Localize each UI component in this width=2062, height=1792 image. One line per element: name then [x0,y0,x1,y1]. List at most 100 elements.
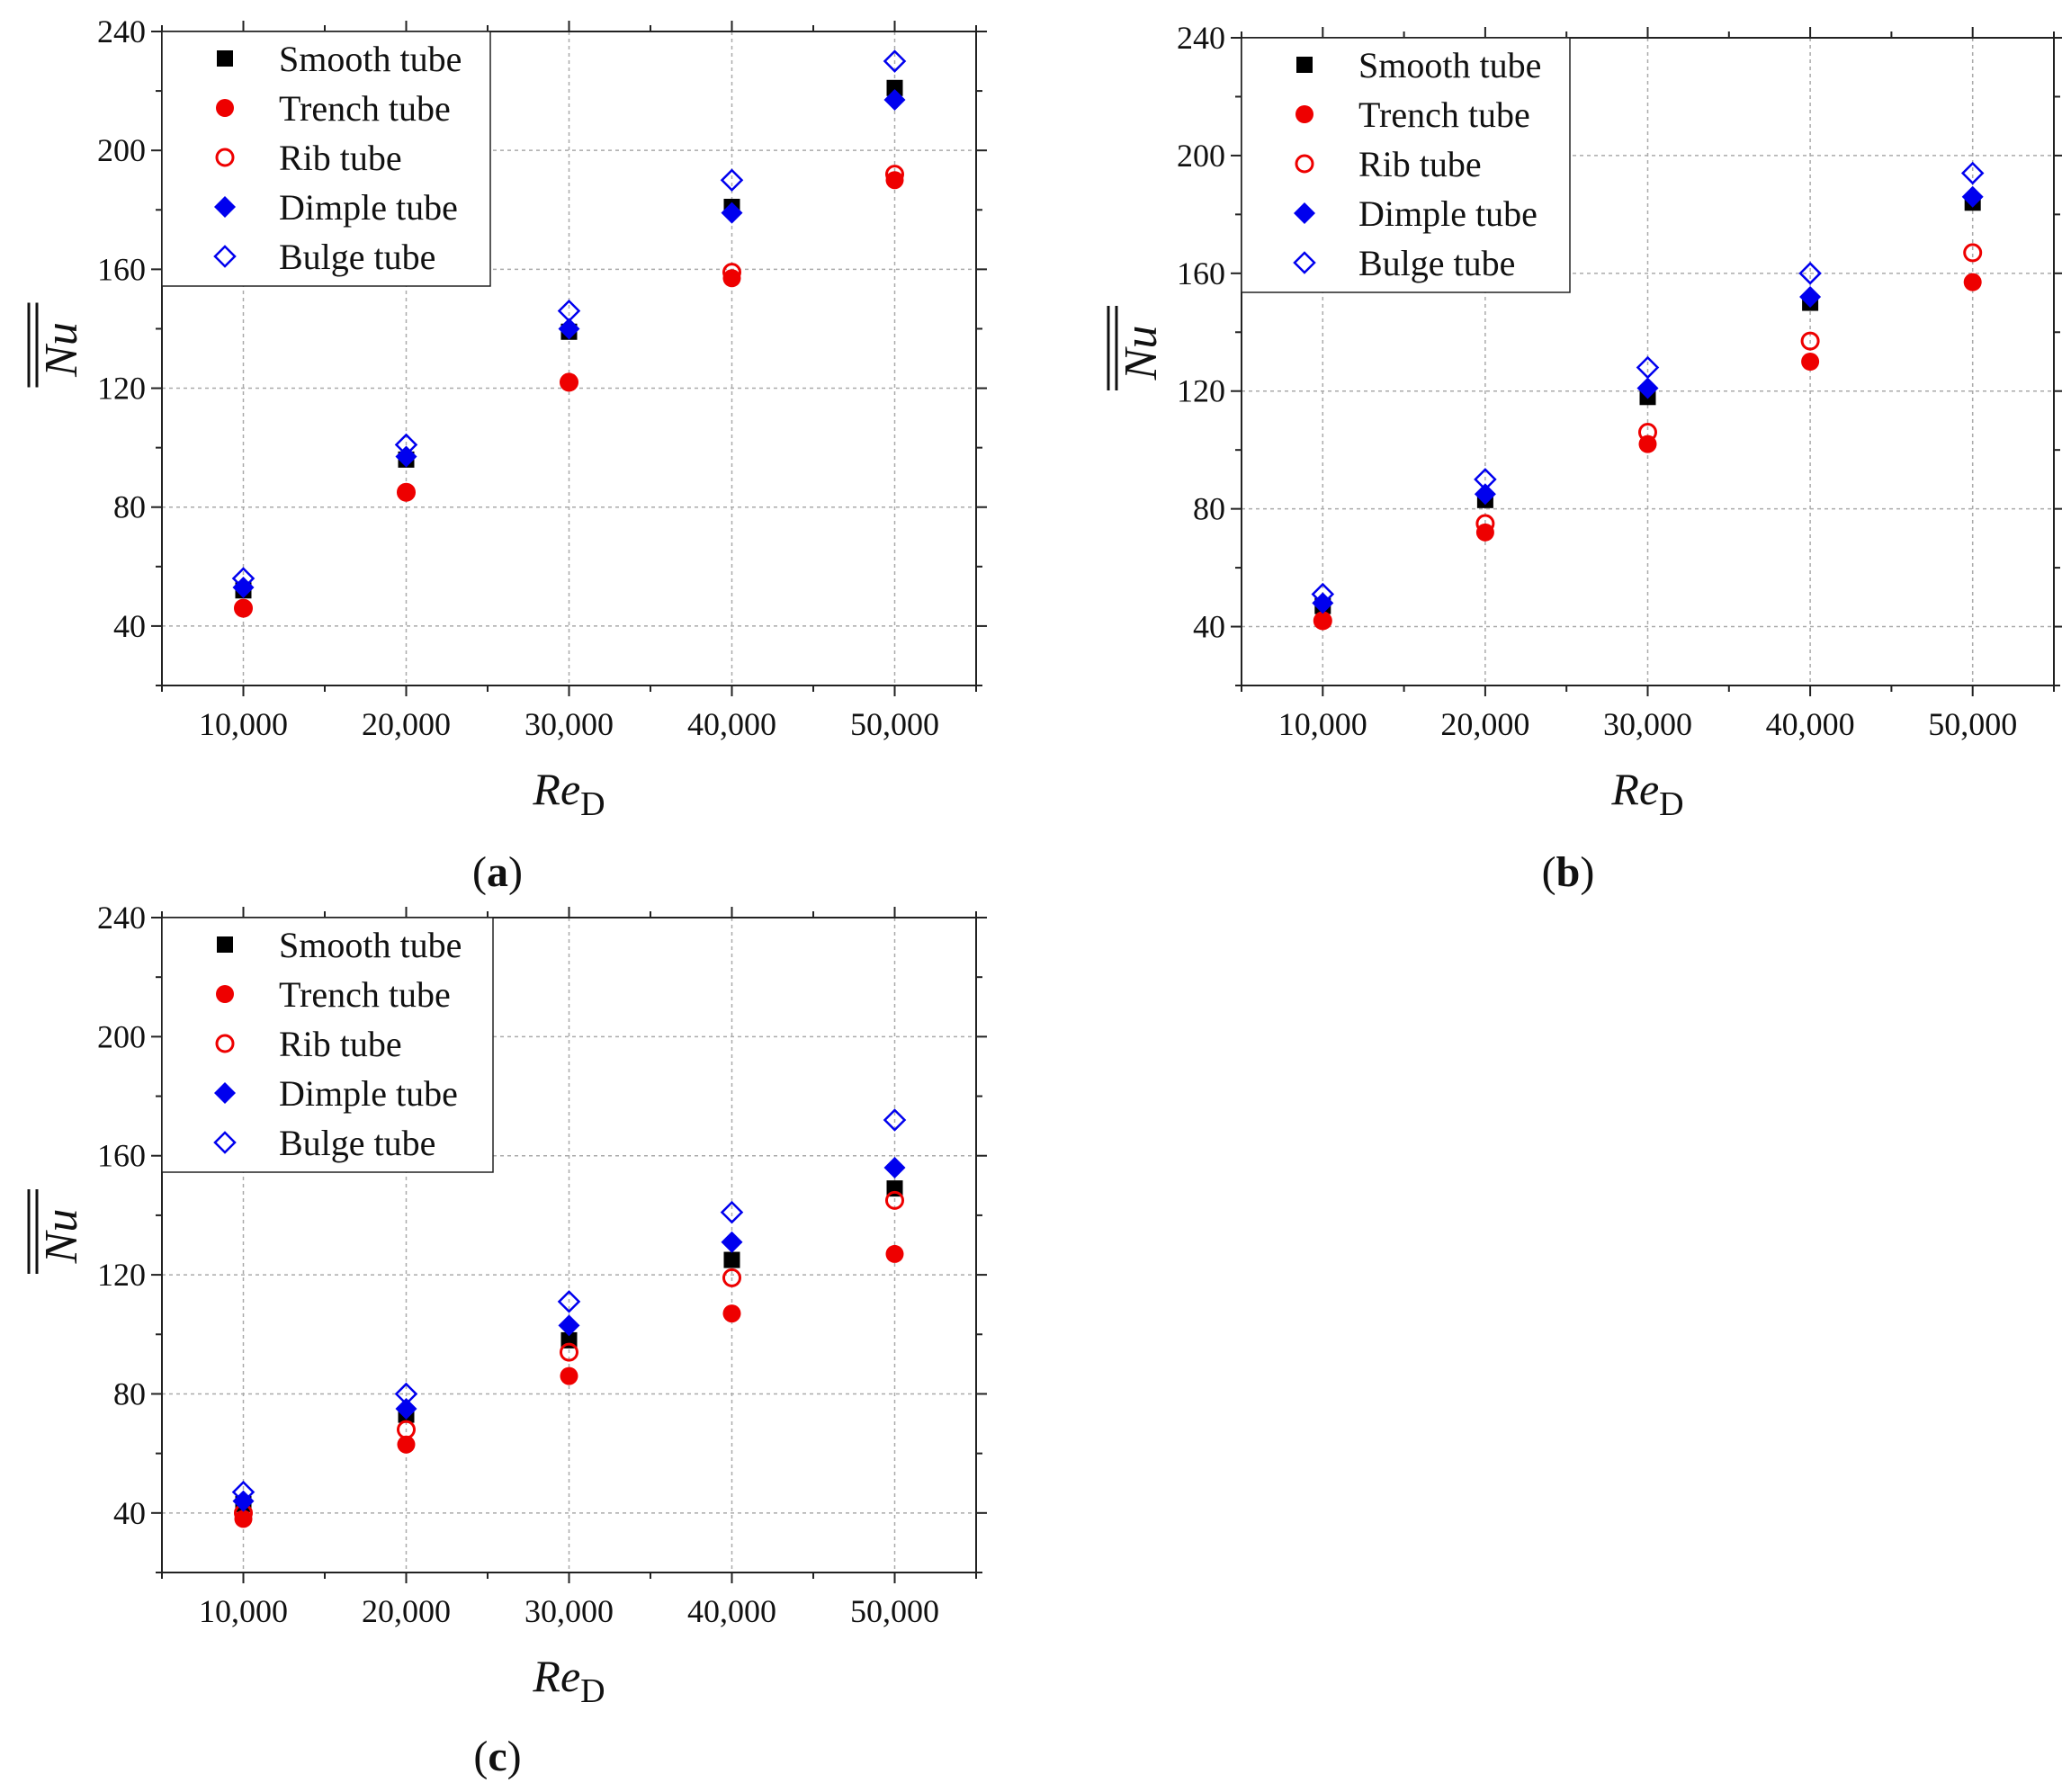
y-tick-label: 240 [1177,20,1225,56]
y-tick-label: 200 [97,1018,146,1054]
data-point [397,482,416,502]
legend-label: Rib tube [279,138,402,178]
data-point [885,165,904,184]
legend: Smooth tube Trench tube Rib tube Dimple tub… [1241,37,1571,293]
x-tick-label: 10,000 [199,1593,288,1629]
legend: Smooth tube Trench tube Rib tube Dimple tub… [161,917,494,1173]
x-tick-label: 10,000 [199,706,288,742]
data-point [231,1480,256,1504]
legend-marker [217,50,233,67]
series-bulge-tube [1311,161,1985,606]
x-tick-label: 30,000 [524,706,614,742]
legend-marker [216,99,234,117]
data-point [1798,262,1822,285]
y-tick-label: 40 [1193,609,1225,645]
y-tick-label: 160 [97,251,146,287]
data-point [1961,185,1984,208]
legend-label: Dimple tube [1358,193,1538,234]
legend-label: Bulge tube [1358,243,1515,283]
data-point [883,1108,907,1132]
y-tick-label: 120 [97,371,146,407]
data-point [1311,582,1335,606]
data-point [885,1244,904,1263]
data-point [234,599,253,618]
series-trench-tube [234,171,904,618]
legend-label: Smooth tube [279,925,462,965]
legend-marker [1296,57,1313,73]
data-point [722,1304,741,1323]
legend-marker [216,985,234,1003]
legend-label: Dimple tube [279,1073,458,1114]
legend-marker [213,1131,237,1154]
data-point [231,567,256,590]
data-point [722,269,741,288]
legend-label: Rib tube [279,1024,402,1064]
legend-marker [1294,202,1315,224]
y-tick-label: 120 [97,1257,146,1293]
data-point [721,202,743,224]
data-point [883,89,906,112]
legend-marker [215,1034,235,1053]
y-tick-label: 80 [113,1375,146,1411]
legend: Smooth tube Trench tube Rib tube Dimple tub… [161,31,491,287]
data-point [1963,273,1982,291]
data-point [397,483,416,502]
y-tick-label: 40 [113,608,146,644]
data-point [885,1190,904,1210]
data-point [560,1366,578,1385]
data-point [1474,483,1496,506]
data-point [557,299,581,323]
legend-label: Trench tube [1358,94,1530,135]
legend-marker [1295,105,1313,123]
data-point [558,1314,580,1337]
x-tick-label: 20,000 [362,1593,451,1629]
y-tick-label: 80 [1193,491,1225,527]
legend-label: Rib tube [1358,144,1482,184]
x-axis-title: ReD [1610,764,1683,823]
series-bulge-tube [231,49,907,590]
data-point [883,49,907,73]
data-point [234,598,253,618]
data-point [1963,243,1983,263]
data-point [722,263,741,282]
y-tick-label: 200 [1177,138,1225,174]
x-tick-label: 50,000 [1928,706,2017,742]
x-tick-label: 20,000 [1440,706,1529,742]
panel-label: (c) [473,1733,521,1780]
data-point [1636,355,1660,380]
x-tick-label: 40,000 [1766,706,1855,742]
data-point [394,433,418,457]
y-tick-label: 40 [113,1495,146,1531]
data-point [721,1231,743,1253]
legend-marker [214,1082,236,1104]
y-tick-label: 120 [1177,373,1225,409]
data-point [883,1156,906,1178]
legend-marker [217,936,233,953]
legend-label: Trench tube [279,974,451,1015]
data-point [1800,331,1820,351]
data-point [395,1398,417,1420]
legend-marker [1293,251,1316,274]
legend-label: Dimple tube [279,187,458,228]
data-point [395,445,417,468]
data-point [886,79,903,96]
data-point [1313,612,1332,630]
x-tick-label: 40,000 [687,1593,776,1629]
chart-panel-c: 10,000 20,000 30,000 40,000 50,000 40 80 120 160… [27,900,987,1780]
y-tick-label: 80 [113,489,146,525]
data-point [1801,353,1820,371]
x-tick-label: 40,000 [687,706,776,742]
data-point [1474,468,1497,491]
series-bulge-tube [231,1108,907,1504]
data-point [1636,377,1659,399]
legend-marker [215,148,235,167]
data-point [720,168,744,192]
chart-panel-b: 10,000 20,000 30,000 40,000 50,000 40 80 120 160… [1107,20,2062,896]
panel-label: (b) [1542,848,1595,896]
legend-label: Bulge tube [279,1123,435,1163]
legend-label: Trench tube [279,88,451,129]
data-point [234,1510,253,1528]
data-point [560,372,578,391]
data-point [560,372,578,392]
